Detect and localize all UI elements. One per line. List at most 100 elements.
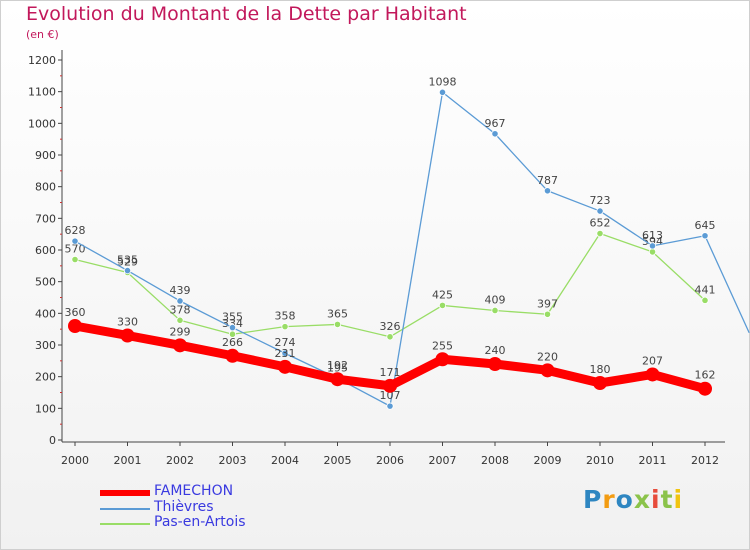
legend-label-famechon: FAMECHON bbox=[154, 483, 234, 499]
logo-letter: x bbox=[633, 485, 651, 514]
data-point bbox=[330, 372, 345, 387]
y-tick-label: 1200 bbox=[28, 54, 56, 67]
data-label: 330 bbox=[117, 316, 138, 329]
x-tick-label: 2011 bbox=[639, 454, 667, 467]
data-label: 299 bbox=[170, 325, 191, 338]
data-point bbox=[648, 248, 657, 256]
y-tick-label: 400 bbox=[35, 307, 56, 320]
x-tick-label: 2006 bbox=[376, 454, 404, 467]
data-label: 1098 bbox=[429, 75, 457, 88]
data-point bbox=[123, 266, 132, 275]
data-point bbox=[333, 320, 342, 329]
data-label: 207 bbox=[642, 354, 663, 367]
data-point bbox=[278, 359, 292, 374]
logo-letter: o bbox=[615, 485, 634, 514]
data-label: 378 bbox=[170, 303, 191, 316]
data-label: 220 bbox=[537, 350, 558, 363]
data-label: 358 bbox=[275, 310, 296, 323]
data-point bbox=[386, 402, 394, 410]
data-point bbox=[648, 242, 657, 250]
data-label: 652 bbox=[590, 217, 611, 230]
data-label: 195 bbox=[327, 361, 348, 374]
y-tick-label: 100 bbox=[35, 402, 56, 415]
x-tick-label: 2010 bbox=[586, 454, 614, 467]
data-point bbox=[543, 187, 552, 195]
data-label: 274 bbox=[275, 336, 296, 349]
data-label: 967 bbox=[485, 117, 506, 130]
data-point bbox=[176, 297, 184, 305]
data-label: 255 bbox=[432, 339, 453, 352]
chart-title: Evolution du Montant de la Dette par Hab… bbox=[26, 3, 467, 25]
data-label: 397 bbox=[537, 297, 558, 310]
data-point bbox=[281, 323, 289, 331]
data-label: 441 bbox=[695, 283, 716, 296]
legend-swatch-thievres bbox=[100, 508, 150, 510]
data-label: 171 bbox=[380, 366, 401, 379]
chart-subtitle: (en €) bbox=[26, 28, 59, 41]
data-point bbox=[701, 232, 709, 240]
data-label: 192 bbox=[327, 359, 348, 372]
y-tick-label: 1100 bbox=[28, 86, 56, 99]
logo-letter: t bbox=[660, 485, 674, 514]
data-label: 409 bbox=[485, 293, 506, 306]
data-label: 334 bbox=[222, 317, 243, 330]
x-tick-label: 2009 bbox=[534, 454, 562, 467]
x-tick-label: 2002 bbox=[166, 454, 194, 467]
data-label: 240 bbox=[485, 344, 506, 357]
x-tick-label: 2001 bbox=[114, 454, 142, 467]
logo-letter: i bbox=[651, 485, 661, 514]
data-point bbox=[645, 367, 660, 382]
data-point bbox=[540, 363, 555, 378]
logo-letter: i bbox=[673, 485, 684, 514]
data-point bbox=[438, 301, 447, 310]
data-label: 231 bbox=[275, 347, 296, 360]
data-point bbox=[596, 207, 604, 215]
data-label: 628 bbox=[65, 224, 86, 237]
proxiti-logo: Proxiti bbox=[583, 485, 683, 514]
y-tick-label: 1000 bbox=[28, 117, 56, 130]
x-tick-label: 2000 bbox=[61, 454, 89, 467]
series-line-thi-vres bbox=[74, 91, 750, 407]
data-point bbox=[491, 306, 499, 315]
data-label: 439 bbox=[170, 284, 191, 297]
data-point bbox=[543, 310, 552, 318]
data-label: 723 bbox=[590, 194, 611, 207]
data-point bbox=[71, 237, 79, 245]
y-tick-label: 500 bbox=[35, 276, 56, 289]
data-point bbox=[176, 316, 184, 324]
x-tick-label: 2004 bbox=[271, 454, 299, 467]
x-tick-label: 2003 bbox=[219, 454, 247, 467]
data-label: 613 bbox=[642, 229, 663, 242]
data-label: 425 bbox=[432, 288, 453, 301]
data-label: 107 bbox=[380, 389, 401, 402]
data-point bbox=[120, 328, 135, 343]
data-label: 535 bbox=[117, 254, 138, 267]
x-tick-label: 2012 bbox=[691, 454, 719, 467]
data-point bbox=[173, 338, 187, 353]
x-tick-label: 2005 bbox=[324, 454, 352, 467]
data-label: 162 bbox=[695, 369, 716, 382]
data-point bbox=[228, 323, 237, 332]
data-point bbox=[68, 319, 82, 333]
data-point bbox=[435, 352, 450, 367]
data-point bbox=[438, 88, 447, 96]
data-label: 645 bbox=[695, 219, 716, 232]
legend-label-thievres: Thièvres bbox=[154, 499, 214, 515]
legend-swatch-pas-en-artois bbox=[100, 523, 150, 525]
y-tick-label: 700 bbox=[35, 212, 56, 225]
data-label: 529 bbox=[117, 255, 138, 268]
y-tick-label: 200 bbox=[35, 371, 56, 384]
data-point bbox=[701, 296, 709, 304]
y-tick-label: 0 bbox=[49, 434, 56, 447]
data-point bbox=[593, 376, 607, 390]
y-tick-label: 600 bbox=[35, 244, 56, 257]
data-point bbox=[491, 130, 499, 138]
y-tick-label: 800 bbox=[35, 181, 56, 194]
data-point bbox=[383, 378, 397, 393]
logo-letter: P bbox=[583, 485, 603, 514]
legend-swatch-famechon bbox=[100, 490, 150, 496]
data-point bbox=[596, 229, 604, 238]
legend-label-pas-en-artois: Pas-en-Artois bbox=[154, 514, 246, 530]
data-label: 326 bbox=[380, 320, 401, 333]
